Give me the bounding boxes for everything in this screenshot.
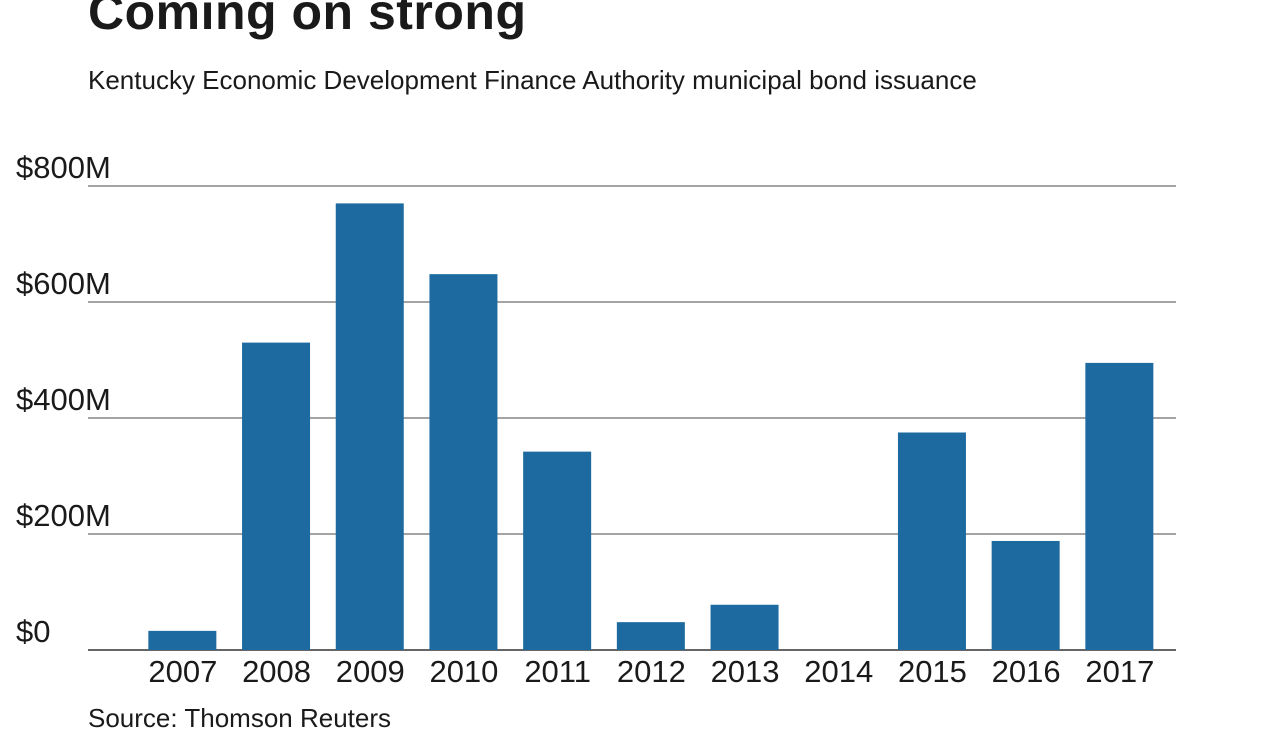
x-tick-label: 2016 (992, 654, 1061, 689)
bar-2007 (148, 630, 217, 650)
x-tick-label: 2017 (1085, 654, 1154, 689)
y-tick-label: $600M (16, 266, 111, 301)
y-tick-label: $0 (16, 614, 50, 649)
bars (148, 203, 1154, 650)
x-tick-label: 2014 (804, 654, 873, 689)
y-tick-label: $400M (16, 382, 111, 417)
chart-source: Source: Thomson Reuters (88, 703, 391, 733)
bar-2013 (710, 604, 779, 650)
x-tick-label: 2008 (242, 654, 311, 689)
x-tick-label: 2010 (429, 654, 498, 689)
chart-title: Coming on strong (88, 0, 527, 40)
y-tick-label: $800M (16, 150, 111, 185)
bar-2008 (242, 342, 311, 650)
bar-2010 (429, 274, 498, 650)
bar-2017 (1085, 362, 1154, 650)
x-tick-label: 2007 (148, 654, 217, 689)
bar-2015 (897, 432, 966, 650)
x-tick-label: 2015 (898, 654, 967, 689)
x-tick-label: 2012 (617, 654, 686, 689)
y-tick-label: $200M (16, 498, 111, 533)
y-axis-labels: $0 $200M $400M $600M $800M (16, 150, 111, 649)
chart-subtitle: Kentucky Economic Development Finance Au… (88, 65, 977, 95)
bar-2011 (523, 451, 592, 650)
x-tick-label: 2011 (524, 654, 591, 689)
x-axis-labels: 2007 2008 2009 2010 2011 2012 2013 2014 2015 2016… (148, 654, 1154, 689)
bar-2016 (991, 540, 1060, 650)
bar-2012 (616, 622, 685, 650)
bar-2009 (335, 203, 404, 650)
x-tick-label: 2009 (336, 654, 405, 689)
x-tick-label: 2013 (711, 654, 780, 689)
